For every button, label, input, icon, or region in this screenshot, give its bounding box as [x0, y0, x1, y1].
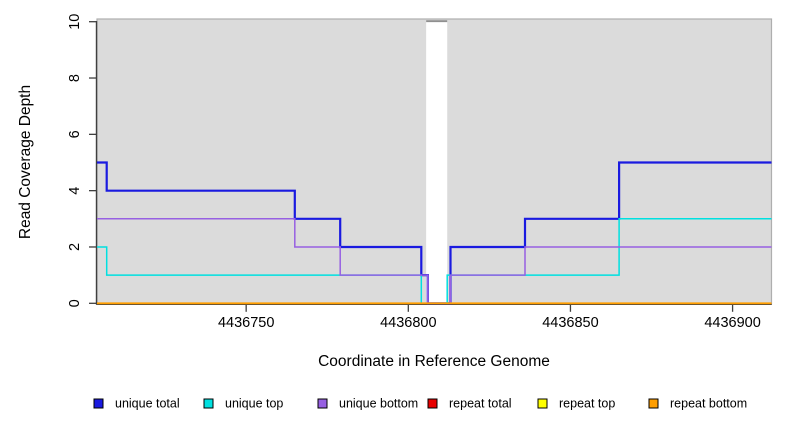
legend-swatch-repeat-bottom — [648, 398, 659, 409]
legend-label-unique-bottom: unique bottom — [339, 397, 418, 411]
series-line-unique-bottom — [97, 218, 772, 305]
legend-label-repeat-total: repeat total — [449, 397, 512, 411]
legend-label-repeat-bottom: repeat bottom — [670, 397, 747, 411]
legend-label-repeat-top: repeat top — [559, 397, 615, 411]
legend-swatch-unique-top — [203, 398, 214, 409]
legend-swatch-unique-bottom — [317, 398, 328, 409]
x-axis-title: Coordinate in Reference Genome — [318, 353, 550, 370]
y-axis-title: Read Coverage Depth — [17, 85, 34, 239]
x-tick-label: 4436850 — [542, 315, 598, 331]
x-tick-label: 4436800 — [380, 315, 436, 331]
y-tick-label: 4 — [67, 187, 83, 195]
legend-swatch-repeat-total — [427, 398, 438, 409]
legend-swatch-unique-total — [93, 398, 104, 409]
y-tick-label: 6 — [67, 130, 83, 138]
y-tick-label: 0 — [67, 299, 83, 307]
x-tick-label: 4436750 — [218, 315, 274, 331]
legend-label-unique-top: unique top — [225, 397, 283, 411]
x-tick-label: 4436900 — [704, 315, 760, 331]
masked-region — [426, 20, 448, 303]
legend-swatch-repeat-top — [537, 398, 548, 409]
y-tick-label: 2 — [67, 243, 83, 251]
legend-label-unique-total: unique total — [115, 397, 180, 411]
y-tick-label: 10 — [67, 14, 83, 30]
y-tick-label: 8 — [67, 74, 83, 82]
